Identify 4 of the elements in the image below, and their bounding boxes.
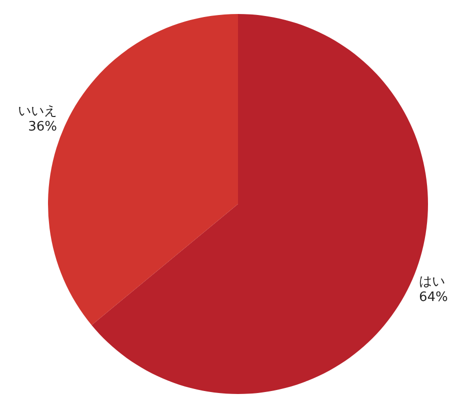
- slice-label: いいえ: [18, 104, 58, 119]
- data-label: 64%: [418, 290, 448, 305]
- slice-label: はい: [418, 274, 445, 290]
- data-label: 36%: [28, 120, 58, 135]
